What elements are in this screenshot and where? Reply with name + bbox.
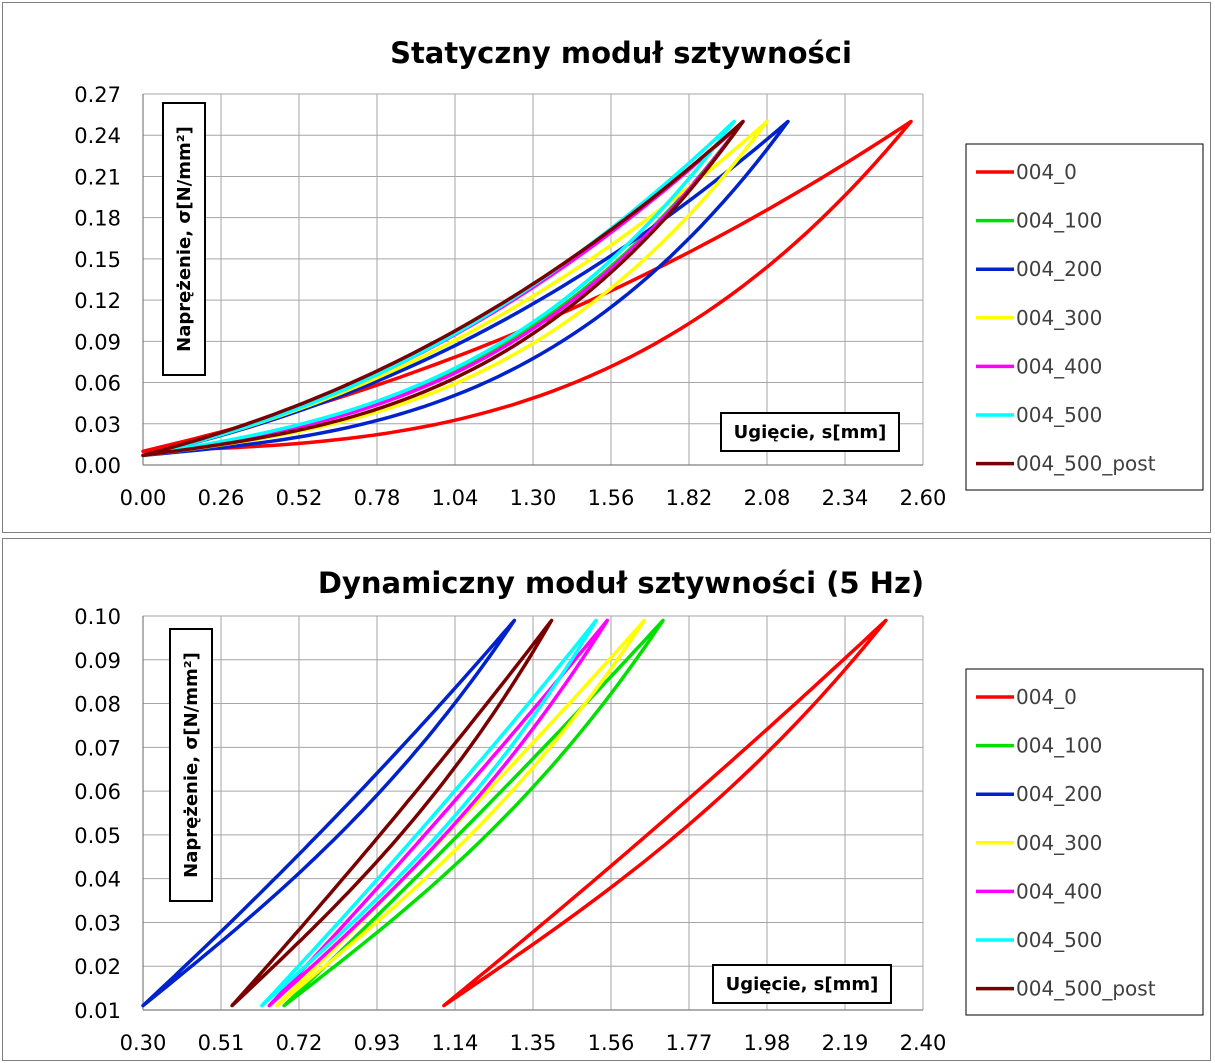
x-tick-label: 1.30	[510, 486, 557, 510]
series-line-004-300	[141, 119, 769, 458]
x-tick-label: 2.60	[900, 486, 947, 510]
y-tick-label: 0.21	[74, 165, 121, 189]
legend-label-004-400: 004_400	[1016, 879, 1102, 903]
x-tick-label: 0.51	[198, 1031, 245, 1055]
x-tick-label: 0.30	[120, 1031, 167, 1055]
x-axis-label: Ugięcie, s[mm]	[734, 422, 887, 443]
x-axis-label: Ugięcie, s[mm]	[726, 974, 879, 995]
y-axis-label: Naprężenie, σ[N/mm²]	[174, 126, 195, 352]
legend-box	[965, 143, 1204, 491]
y-tick-label: 0.00	[74, 454, 121, 478]
legend-label-004-100: 004_100	[1016, 209, 1102, 233]
chart-title: Dynamiczny moduł sztywności (5 Hz)	[318, 566, 924, 600]
y-tick-label: 0.09	[74, 649, 121, 673]
series-line-004-200	[141, 618, 517, 1008]
legend-label-004-500: 004_500	[1016, 928, 1102, 952]
x-tick-label: 2.19	[822, 1031, 869, 1055]
x-tick-label: 2.08	[744, 486, 791, 510]
x-tick-label: 1.56	[588, 1031, 635, 1055]
legend-label-004-200: 004_200	[1016, 782, 1102, 806]
x-tick-label: 0.00	[120, 486, 167, 510]
dynamic-chart-svg: Dynamiczny moduł sztywności (5 Hz) 0.30 0.…	[74, 566, 1204, 1055]
x-tick-label: 1.98	[744, 1031, 791, 1055]
series-line-004-500-post	[141, 119, 745, 458]
y-tick-label: 0.04	[74, 868, 121, 892]
y-tick-label: 0.01	[74, 999, 121, 1023]
x-tick-label: 0.72	[276, 1031, 323, 1055]
series-line-004-400	[267, 618, 610, 1008]
series-line-004-500	[260, 618, 598, 1008]
legend-label-004-0: 004_0	[1016, 160, 1077, 184]
y-tick-label: 0.15	[74, 248, 121, 272]
x-axis-label-box	[712, 964, 892, 1004]
legend-label-004-300: 004_300	[1016, 306, 1102, 330]
legend-label-004-0: 004_0	[1016, 685, 1077, 709]
static-chart-panel: Statyczny moduł sztywności 0.00 0.26 0.52 0.…	[2, 2, 1211, 533]
x-tick-label: 1.04	[432, 486, 479, 510]
chart-title: Statyczny moduł sztywności	[390, 36, 852, 70]
legend-label-004-500-post: 004_500_post	[1016, 977, 1156, 1001]
legend-label-004-500-post: 004_500_post	[1016, 452, 1156, 476]
x-tick-label: 2.40	[900, 1031, 947, 1055]
x-tick-label: 1.82	[666, 486, 713, 510]
y-axis-label-box	[169, 628, 213, 902]
y-tick-label: 0.09	[74, 330, 121, 354]
y-tick-label: 0.03	[74, 911, 121, 935]
x-tick-label: 1.35	[510, 1031, 557, 1055]
series-line-004-200	[141, 119, 790, 458]
y-tick-label: 0.06	[74, 372, 121, 396]
x-axis-label-box	[720, 412, 900, 452]
series-line-004-0	[141, 119, 913, 454]
y-tick-label: 0.24	[74, 124, 121, 148]
y-tick-label: 0.07	[74, 736, 121, 760]
x-tick-label: 0.26	[198, 486, 245, 510]
series-line-004-500	[141, 119, 736, 458]
dynamic-chart-panel: Dynamiczny moduł sztywności (5 Hz) 0.30 0.…	[2, 538, 1211, 1061]
series-line-004-500-post	[230, 618, 554, 1008]
y-tick-label: 0.05	[74, 824, 121, 848]
legend-label-004-200: 004_200	[1016, 257, 1102, 281]
x-tick-label: 1.14	[432, 1031, 479, 1055]
x-tick-label: 0.78	[354, 486, 401, 510]
y-tick-label: 0.03	[74, 413, 121, 437]
x-tick-label: 1.77	[666, 1031, 713, 1055]
y-axis-label: Naprężenie, σ[N/mm²]	[181, 652, 202, 878]
series-line-004-0	[442, 618, 888, 1008]
y-tick-label: 0.10	[74, 605, 121, 629]
y-tick-label: 0.02	[74, 955, 121, 979]
y-tick-label: 0.18	[74, 207, 121, 231]
x-tick-label: 0.52	[276, 486, 323, 510]
y-tick-label: 0.08	[74, 693, 121, 717]
x-tick-label: 0.93	[354, 1031, 401, 1055]
y-axis-label-box	[162, 102, 206, 376]
y-tick-label: 0.06	[74, 780, 121, 804]
y-tick-label: 0.27	[74, 83, 121, 107]
x-tick-label: 1.56	[588, 486, 635, 510]
series-line-004-400	[141, 119, 745, 458]
legend-label-004-300: 004_300	[1016, 831, 1102, 855]
series-line-004-100	[282, 618, 665, 1008]
legend-label-004-400: 004_400	[1016, 354, 1102, 378]
y-tick-label: 0.12	[74, 289, 121, 313]
legend-label-004-500: 004_500	[1016, 403, 1102, 427]
static-chart-svg: Statyczny moduł sztywności 0.00 0.26 0.52 0.…	[74, 36, 1204, 510]
series-line-004-100	[141, 119, 745, 458]
x-tick-label: 2.34	[822, 486, 869, 510]
legend-label-004-100: 004_100	[1016, 734, 1102, 758]
